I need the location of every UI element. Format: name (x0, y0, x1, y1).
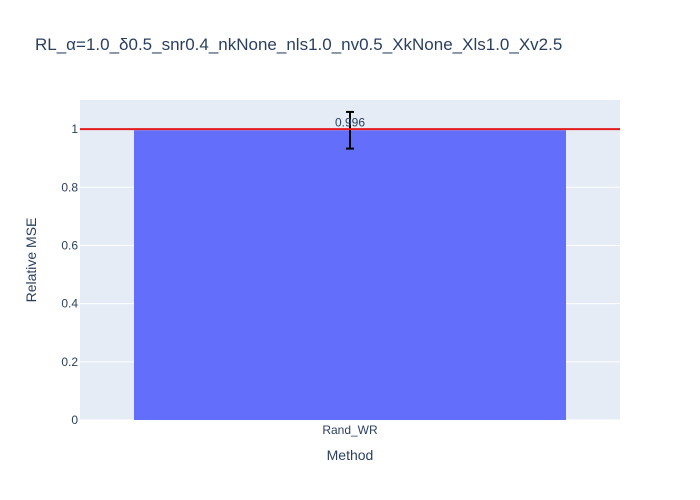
chart-title: RL_α=1.0_δ0.5_snr0.4_nkNone_nls1.0_nv0.5… (35, 35, 562, 54)
x-tick-label: Rand_WR (322, 423, 378, 437)
y-tick-label: 1 (71, 122, 78, 136)
x-axis-title: Method (327, 447, 374, 463)
data-label: 0.996 (335, 115, 365, 129)
bar (134, 130, 566, 420)
bars (134, 130, 566, 420)
data-labels: 0.996 (335, 115, 365, 129)
y-tick-labels: 0 0.2 0.4 0.6 0.8 1 (61, 122, 78, 427)
y-tick-label: 0.6 (61, 238, 78, 252)
y-tick-label: 0.8 (61, 180, 78, 194)
y-tick-label: 0.4 (61, 297, 78, 311)
y-tick-label: 0.2 (61, 355, 78, 369)
y-tick-label: 0 (71, 413, 78, 427)
y-axis-title: Relative MSE (23, 218, 39, 303)
error-bars (346, 110, 354, 150)
x-tick-labels: Rand_WR (322, 423, 378, 437)
